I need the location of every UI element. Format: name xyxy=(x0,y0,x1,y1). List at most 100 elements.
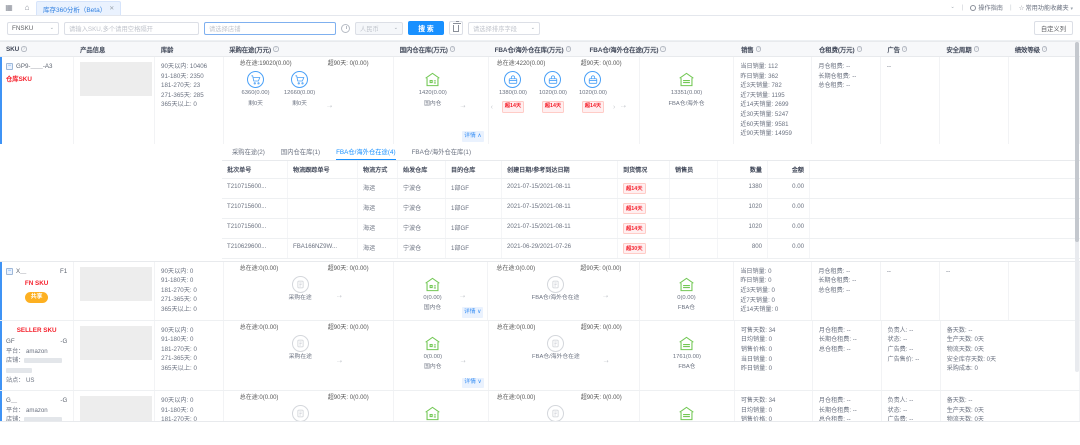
column-header-ad[interactable]: 广告? xyxy=(887,46,908,54)
tab-fba-stock[interactable]: FBA仓/海外仓在库(1) xyxy=(411,148,472,156)
operation-guide-button[interactable]: 操作指南 xyxy=(970,3,1003,12)
fba-transit-node[interactable]: 1020(0.00) 超14天 xyxy=(533,61,573,113)
detail-table-row[interactable]: T210715600... 海运 宁波仓 1部GF 2021-07-15/202… xyxy=(222,198,1080,219)
home-icon[interactable]: ⌂ xyxy=(24,2,30,12)
cell-rent: 月仓租费: -- 长期仓租费: -- 总仓租费: -- xyxy=(812,261,881,320)
help-icon[interactable]: ? xyxy=(449,46,456,52)
age-line: 365天以上: 0 xyxy=(161,364,197,372)
collapse-icon[interactable]: − xyxy=(6,268,13,275)
help-icon[interactable]: ? xyxy=(973,46,980,52)
sort-field-select[interactable]: 请选择排序字段 ⌄ xyxy=(468,21,540,35)
column-header-age[interactable]: 库龄 xyxy=(160,46,174,54)
column-header-product[interactable]: 产品信息 xyxy=(80,46,106,54)
column-header-po[interactable]: 采购在途(万元)? xyxy=(229,46,279,54)
fnsku-type-select[interactable]: FNSKU ⌄ xyxy=(7,21,59,35)
column-header-rent[interactable]: 仓租费(万元)? xyxy=(818,46,862,54)
domestic-node[interactable]: 0(0.00) 国内仓 xyxy=(411,325,455,373)
table-group-1: − GP9-＿＿-A3 仓库SKU 90天以内: 10406 91-180天: … xyxy=(0,57,1080,262)
column-header-fba-stock[interactable]: FBA仓/海外仓在库(万元)? xyxy=(494,46,571,54)
detail-cell-salesperson xyxy=(670,198,718,218)
detail-table-row[interactable]: T210715600... 海运 宁波仓 1部GF 2021-07-15/202… xyxy=(222,218,1080,239)
domestic-value: 0(0.00) xyxy=(423,353,443,360)
chevron-down-icon[interactable]: ⌄ xyxy=(950,4,955,10)
column-header-fba-transit[interactable]: FBA仓/海外仓在途(万元)? xyxy=(589,46,666,54)
help-icon[interactable]: ? xyxy=(901,46,908,52)
search-button[interactable]: 搜 索 xyxy=(408,21,444,35)
domestic-node[interactable]: 1420(0.00) 国内仓 xyxy=(411,61,455,109)
fba-transit-node[interactable]: FBA仓/海外仓在途 xyxy=(514,266,598,304)
sku-expander-row[interactable]: − X＿ F1 xyxy=(6,267,67,277)
warehouse-icon xyxy=(423,405,442,421)
tab-purchase-transit[interactable]: 采购在途(2) xyxy=(232,148,265,156)
custom-columns-button[interactable]: 自定义列 xyxy=(1033,21,1073,35)
domestic-node[interactable]: 0(0.00) 国内仓 xyxy=(411,266,455,314)
age-line: 90天以内: 0 xyxy=(161,397,194,405)
po-node[interactable]: 12660(0.00) 剩0天 xyxy=(278,61,322,109)
column-header-sku[interactable]: SKU? xyxy=(6,45,27,53)
rent-line: 月仓租费: -- xyxy=(818,63,851,70)
po-node[interactable]: 采购在途 xyxy=(269,325,331,363)
tab-domestic-stock[interactable]: 国内仓在库(1) xyxy=(280,148,321,156)
vertical-scrollbar[interactable] xyxy=(1075,42,1079,372)
help-icon[interactable]: ? xyxy=(565,46,571,52)
fba-transit-label: FBA仓/海外仓在途 xyxy=(531,294,580,301)
favorites-button[interactable]: ☆常用功能收藏夹 ▾ xyxy=(1019,3,1073,12)
help-icon[interactable]: ? xyxy=(273,46,279,52)
sku-code-left: G＿ xyxy=(6,397,18,405)
detail-table-row[interactable]: T210715600... 海运 宁波仓 1部GF 2021-07-15/202… xyxy=(222,178,1080,199)
age-line: 271-365天: 0 xyxy=(161,355,197,363)
row-accent-bar xyxy=(0,261,2,320)
help-icon[interactable]: ? xyxy=(856,46,862,52)
fba-transit-node[interactable]: FBA仓/海外仓在途 xyxy=(514,325,598,363)
detail-cell-destination: 1部GF xyxy=(446,178,502,198)
clear-button[interactable] xyxy=(449,21,463,35)
po-total-transit: 总在途:19020(0.00) xyxy=(239,61,292,67)
fba-stock-node[interactable]: 13351(0.00) FBA仓/海外仓 xyxy=(657,61,717,109)
tab-inventory360[interactable]: 库存360分析（Beta） ✕ xyxy=(36,1,122,15)
fba-transit-node[interactable]: 1020(0.00) 超14天 xyxy=(573,61,613,113)
currency-select[interactable]: 人民币 ⌄ xyxy=(355,21,403,35)
grid-icon[interactable]: ▦ xyxy=(5,2,13,12)
sku-expander-row[interactable]: − GP9-＿＿-A3 xyxy=(6,62,67,72)
help-icon[interactable]: ? xyxy=(1041,46,1048,52)
help-icon[interactable]: ? xyxy=(660,46,666,52)
detail-cell-amount: 0.00 xyxy=(768,218,810,238)
column-header-domestic[interactable]: 国内仓在库(万元)? xyxy=(399,46,456,54)
fba-stock-node[interactable]: 1761(0.00) FBA仓 xyxy=(657,395,717,421)
masked-line xyxy=(6,366,67,376)
sku-input[interactable]: 请输入SKU,多个请用空格隔开 xyxy=(64,21,199,35)
fba-transit-node[interactable]: FBA仓/海外仓在途 xyxy=(514,395,598,421)
detail-cell-qty: 1380 xyxy=(718,178,768,198)
fba-stock-node[interactable]: 1761(0.00) FBA仓 xyxy=(657,325,717,373)
age-line: 90天以内: 0 xyxy=(161,326,194,334)
help-icon[interactable]: ? xyxy=(21,46,27,52)
rent-line: 总仓租费: -- xyxy=(818,416,851,421)
fba-total-transit: 总在途:0(0.00) xyxy=(496,265,536,272)
column-header-performance[interactable]: 绩效等级? xyxy=(1014,46,1048,54)
cell-purchase-transit: 总在途:0(0.00) 超90天: 0(0.00) 采购在途 ⇢ xyxy=(224,391,394,421)
fba-transit-node[interactable]: 1380(0.00) 超14天 xyxy=(493,61,533,113)
column-header-safety[interactable]: 安全周期? xyxy=(946,46,980,54)
domestic-value: 1420(0.00) xyxy=(418,90,447,96)
sku-type-tag: SELLER SKU xyxy=(16,326,57,334)
column-header-sales[interactable]: 销售? xyxy=(741,46,762,54)
fba-stock-node[interactable]: 0(0.00) FBA仓 xyxy=(656,266,716,314)
domestic-node[interactable]: 0(0.00) 国内仓 xyxy=(411,395,455,421)
tab-fba-transit[interactable]: FBA仓/海外仓在途(4) xyxy=(336,147,396,160)
po-node[interactable]: 6360(0.00) 剩0天 xyxy=(234,61,278,109)
close-icon[interactable]: ✕ xyxy=(109,6,115,12)
po-node[interactable]: 采购在途 xyxy=(269,266,331,304)
scrollbar-thumb[interactable] xyxy=(1075,42,1079,242)
collapse-icon[interactable]: − xyxy=(6,63,13,71)
store-select[interactable]: 请选择店铺 xyxy=(204,21,336,35)
detail-table-row[interactable]: T210629600... FBA166NZ9W... 海运 宁波仓 1部GF … xyxy=(222,238,1080,259)
po-node[interactable]: 采购在途 xyxy=(269,395,331,421)
detail-toggle-link[interactable]: 详情 ∨ xyxy=(461,307,484,318)
help-icon[interactable]: ? xyxy=(755,46,762,52)
sku-code-right: -G xyxy=(60,397,68,405)
age-line: 91-180天: 0 xyxy=(161,336,194,344)
shared-badge: 共享 xyxy=(24,291,49,304)
detail-toggle-link[interactable]: 详情 ∨ xyxy=(462,377,484,389)
safety-line: 生产天数: 0天 xyxy=(946,336,984,344)
detail-toggle-link[interactable]: 详情 ∧ xyxy=(462,131,484,142)
